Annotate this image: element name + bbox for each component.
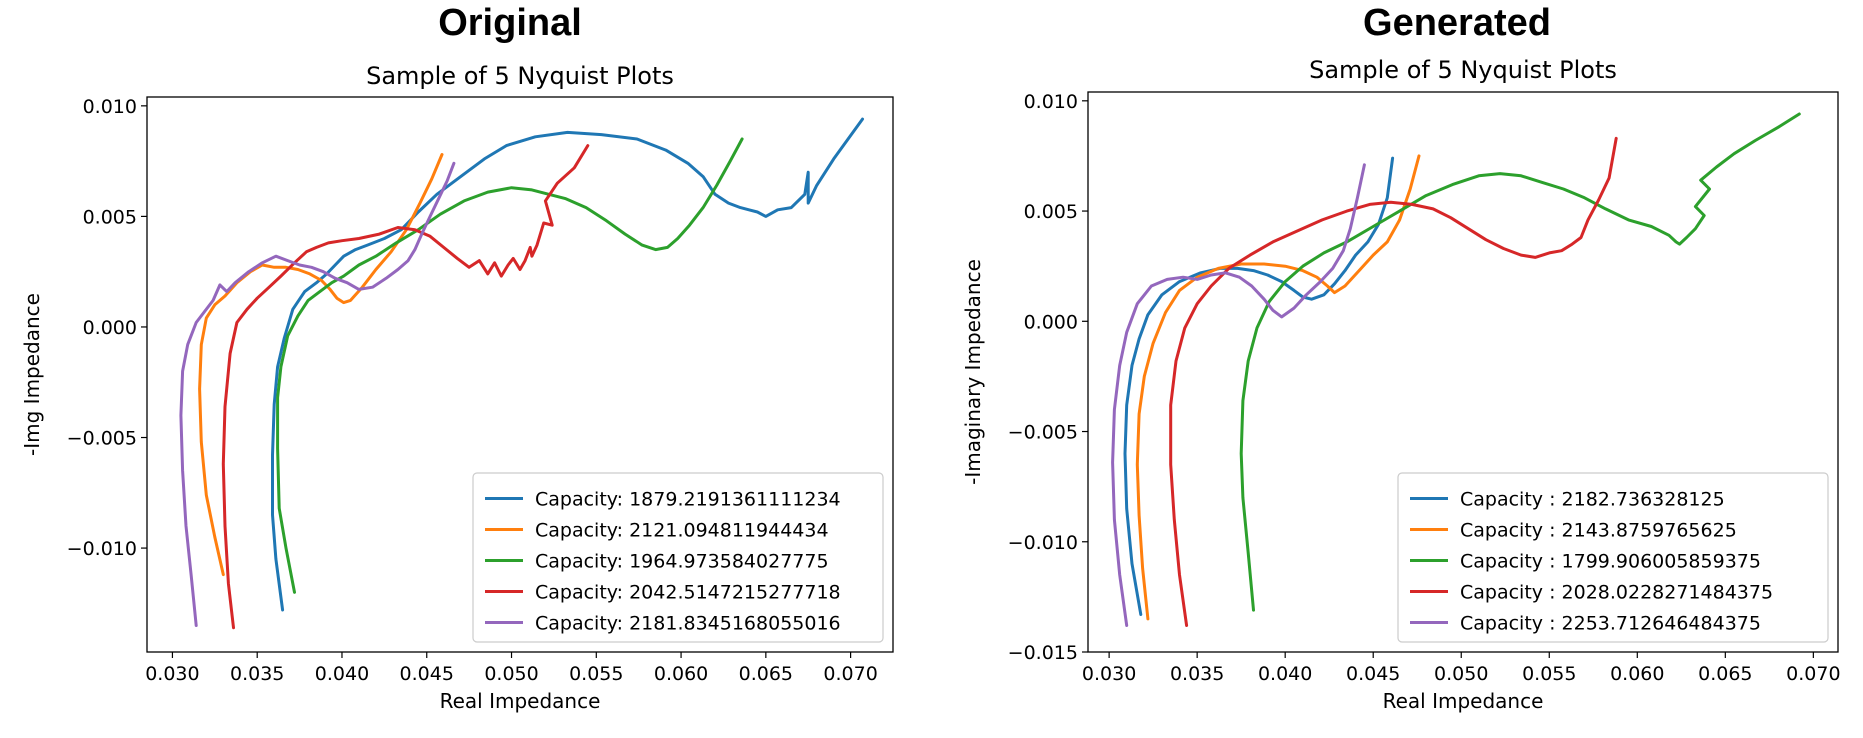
series-line-3: [1239, 112, 1801, 612]
x-tick-label: 0.045: [400, 663, 454, 685]
x-tick-label: 0.045: [1346, 663, 1400, 685]
y-tick-label: −0.005: [1008, 422, 1078, 444]
y-tick-label: 0.005: [83, 206, 137, 228]
legend-label: Capacity: 2042.5147215277718: [535, 582, 841, 604]
series-line-2: [1135, 154, 1421, 621]
y-axis-label: -Imaginary Impedance: [961, 259, 985, 485]
series-line-4: [221, 144, 590, 630]
x-tick-label: 0.060: [654, 663, 708, 685]
y-tick-label: 0.010: [1024, 91, 1078, 113]
legend-box: [472, 472, 884, 643]
chart-title: Sample of 5 Nyquist Plots: [1309, 56, 1617, 84]
x-tick-label: 0.055: [569, 663, 623, 685]
legend-label: Capacity : 2182.736328125: [1460, 489, 1725, 511]
plot-frame: [1087, 91, 1839, 653]
y-tick-label: 0.000: [83, 317, 137, 339]
x-tick-label: 0.055: [1522, 663, 1576, 685]
legend-label: Capacity : 1799.906005859375: [1460, 551, 1761, 573]
y-tick-label: 0.005: [1024, 201, 1078, 223]
chart-title: Sample of 5 Nyquist Plots: [366, 62, 674, 90]
legend-label: Capacity: 1964.973584027775: [535, 551, 829, 573]
legend-label: Capacity: 1879.2191361111234: [535, 489, 841, 511]
series-line-3: [276, 137, 744, 594]
series-line-4: [1169, 136, 1618, 627]
chart-original: Sample of 5 Nyquist Plots 0.030 0.035 0.040…: [20, 62, 894, 713]
legend-label: Capacity : 2253.712646484375: [1460, 613, 1761, 635]
legend-label: Capacity : 2028.0228271484375: [1460, 582, 1773, 604]
x-tick-label: 0.040: [315, 663, 369, 685]
y-tick-label: 0.000: [1024, 311, 1078, 333]
legend: Capacity : 2182.736328125 Capacity : 2143…: [1397, 472, 1829, 643]
plot-frame: [146, 96, 894, 653]
x-tick-label: 0.030: [1082, 663, 1136, 685]
series-line-5: [179, 161, 456, 627]
x-tick-label: 0.065: [1698, 663, 1752, 685]
chart-generated: Sample of 5 Nyquist Plots 0.030 0.035 0.040…: [961, 56, 1841, 713]
series-line-1: [271, 117, 864, 612]
y-tick-label: −0.005: [67, 428, 137, 450]
series-line-1: [1123, 156, 1395, 616]
x-tick-label: 0.060: [1610, 663, 1664, 685]
original-header: Original: [438, 2, 582, 44]
x-tick-label: 0.030: [145, 663, 199, 685]
y-tick-label: −0.010: [67, 538, 137, 560]
x-tick-label: 0.050: [484, 663, 538, 685]
x-tick-label: 0.070: [823, 663, 877, 685]
series-line-2: [198, 153, 444, 577]
x-axis-label: Real Impedance: [1383, 689, 1544, 713]
y-tick-label: −0.015: [1008, 642, 1078, 664]
generated-header: Generated: [1363, 2, 1551, 44]
x-tick-label: 0.040: [1258, 663, 1312, 685]
legend-label: Capacity: 2121.094811944434: [535, 520, 829, 542]
legend-label: Capacity: 2181.8345168055016: [535, 613, 841, 635]
y-axis-label: -Img Impedance: [20, 293, 44, 456]
x-tick-label: 0.050: [1434, 663, 1488, 685]
legend-box: [1397, 472, 1829, 643]
x-tick-label: 0.070: [1786, 663, 1840, 685]
legend-label: Capacity : 2143.8759765625: [1460, 520, 1737, 542]
legend: Capacity: 1879.2191361111234 Capacity: 21…: [472, 472, 884, 643]
x-tick-label: 0.035: [1170, 663, 1224, 685]
y-tick-label: −0.010: [1008, 532, 1078, 554]
y-tick-label: 0.010: [83, 96, 137, 118]
series-line-5: [1111, 163, 1366, 627]
x-tick-label: 0.035: [230, 663, 284, 685]
x-tick-label: 0.065: [739, 663, 793, 685]
x-axis-label: Real Impedance: [440, 689, 601, 713]
